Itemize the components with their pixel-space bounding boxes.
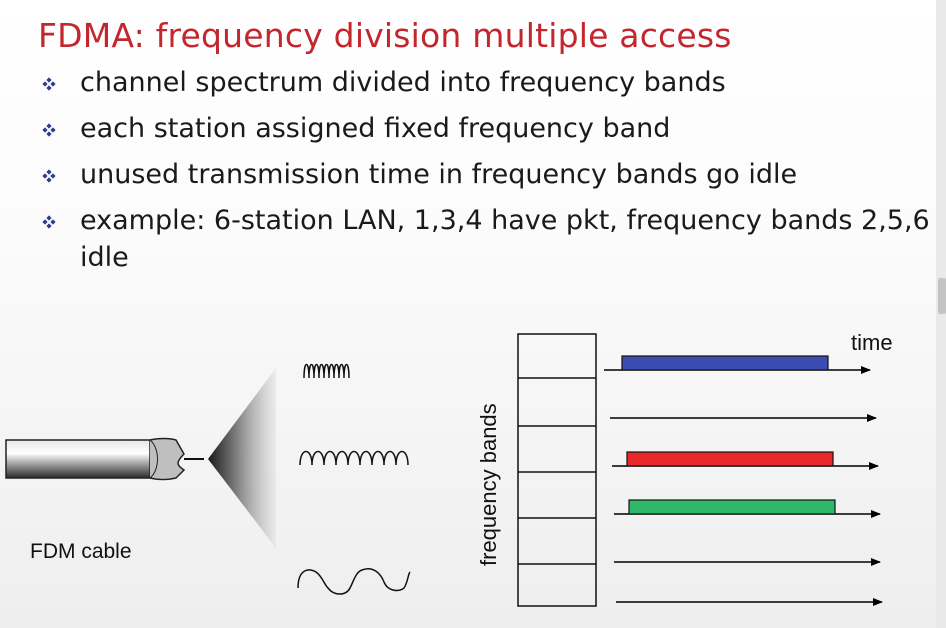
- medium-frequency-wave-icon: [299, 450, 409, 466]
- bullet-item: example: 6-station LAN, 1,3,4 have pkt, …: [40, 202, 940, 276]
- cable-label: FDM cable: [30, 540, 132, 563]
- slide-title: FDMA: frequency division multiple access: [38, 16, 732, 55]
- diamond-bullet-icon: [42, 215, 56, 229]
- band-3-transmission: [626, 451, 834, 467]
- bullet-text: example: 6-station LAN, 1,3,4 have pkt, …: [80, 205, 930, 273]
- bullet-text: channel spectrum divided into frequency …: [80, 67, 726, 98]
- band-4-transmission: [628, 499, 836, 515]
- diamond-bullet-icon: [42, 77, 56, 91]
- band-1-transmission: [621, 355, 829, 371]
- scrollbar-track[interactable]: [936, 0, 946, 628]
- bullet-item: unused transmission time in frequency ba…: [40, 156, 940, 193]
- fdm-cable-icon: [5, 437, 204, 481]
- scrollbar-thumb[interactable]: [938, 278, 946, 314]
- diamond-bullet-icon: [42, 169, 56, 183]
- band-dividers: [518, 377, 596, 565]
- bullet-list: channel spectrum divided into frequency …: [40, 64, 940, 285]
- bullet-text: each station assigned fixed frequency ba…: [80, 113, 671, 144]
- bullet-text: unused transmission time in frequency ba…: [80, 159, 798, 190]
- bullet-item: channel spectrum divided into frequency …: [40, 64, 940, 101]
- time-axis-label: time: [851, 330, 893, 355]
- spectrum-fan-icon: [208, 368, 276, 548]
- bullet-item: each station assigned fixed frequency ba…: [40, 110, 940, 147]
- frequency-band-grid: [517, 333, 597, 607]
- low-frequency-wave-icon: [297, 568, 411, 595]
- high-frequency-wave-icon: [303, 363, 350, 379]
- time-axis-arrows: [604, 366, 883, 606]
- frequency-bands-axis-label: frequency bands: [476, 403, 501, 566]
- diamond-bullet-icon: [42, 123, 56, 137]
